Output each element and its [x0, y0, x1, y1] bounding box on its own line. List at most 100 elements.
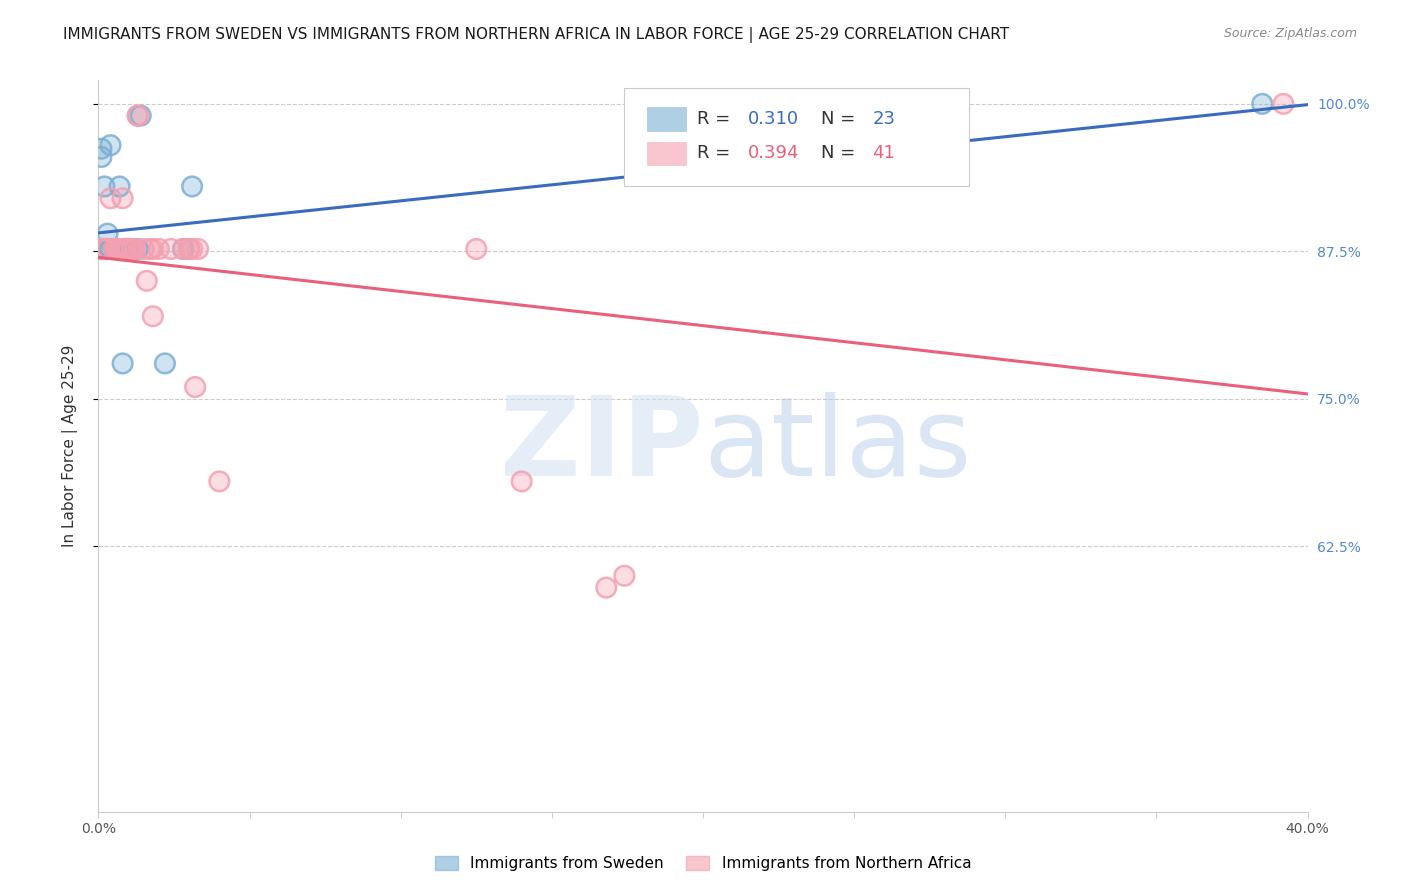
Point — [172, 242, 194, 256]
Point — [127, 242, 149, 256]
Point — [114, 242, 136, 256]
Point — [114, 242, 136, 256]
Point — [103, 242, 125, 256]
Point — [90, 150, 112, 164]
Point — [613, 568, 636, 582]
Point — [90, 242, 112, 256]
Point — [139, 242, 162, 256]
Point — [114, 242, 136, 256]
Point — [108, 242, 131, 256]
Point — [114, 242, 136, 256]
Y-axis label: In Labor Force | Age 25-29: In Labor Force | Age 25-29 — [62, 345, 77, 547]
Point — [613, 568, 636, 582]
Point — [105, 242, 128, 256]
FancyBboxPatch shape — [624, 87, 969, 186]
Point — [90, 242, 112, 256]
Text: 0.394: 0.394 — [748, 145, 799, 162]
Point — [181, 179, 204, 194]
Point — [1251, 96, 1274, 111]
Point — [1272, 96, 1295, 111]
Point — [1251, 96, 1274, 111]
Point — [179, 242, 201, 256]
Point — [93, 179, 115, 194]
Point — [96, 242, 118, 256]
Point — [160, 242, 183, 256]
Point — [179, 242, 201, 256]
Point — [118, 242, 141, 256]
Point — [108, 179, 131, 194]
Point — [465, 242, 488, 256]
Point — [179, 242, 201, 256]
Point — [124, 242, 146, 256]
Point — [93, 179, 115, 194]
Point — [108, 242, 131, 256]
Point — [127, 109, 149, 123]
Point — [142, 310, 165, 324]
Point — [124, 242, 146, 256]
Point — [118, 242, 141, 256]
Point — [111, 356, 134, 370]
Point — [127, 109, 149, 123]
Point — [100, 242, 122, 256]
Point — [90, 242, 112, 256]
Point — [139, 242, 162, 256]
Point — [96, 242, 118, 256]
Point — [96, 227, 118, 241]
Point — [181, 179, 204, 194]
Point — [118, 242, 141, 256]
Point — [90, 150, 112, 164]
Text: R =: R = — [697, 110, 735, 128]
Point — [103, 242, 125, 256]
Point — [105, 242, 128, 256]
Point — [187, 242, 209, 256]
Point — [111, 191, 134, 205]
Point — [93, 242, 115, 256]
Point — [100, 138, 122, 153]
Point — [127, 242, 149, 256]
Point — [153, 356, 176, 370]
Point — [127, 109, 149, 123]
Point — [184, 380, 207, 394]
Point — [90, 242, 112, 256]
Point — [100, 242, 122, 256]
Point — [1272, 96, 1295, 111]
FancyBboxPatch shape — [647, 142, 686, 165]
Point — [595, 581, 617, 595]
Point — [93, 242, 115, 256]
Point — [105, 242, 128, 256]
Point — [114, 242, 136, 256]
Point — [135, 274, 157, 288]
Point — [90, 142, 112, 156]
Point — [90, 242, 112, 256]
Point — [142, 310, 165, 324]
Text: atlas: atlas — [703, 392, 972, 500]
Point — [135, 274, 157, 288]
Text: N =: N = — [821, 145, 862, 162]
Point — [172, 242, 194, 256]
Point — [181, 242, 204, 256]
Point — [103, 242, 125, 256]
Point — [96, 242, 118, 256]
Point — [595, 581, 617, 595]
Point — [96, 242, 118, 256]
Point — [100, 191, 122, 205]
Point — [114, 242, 136, 256]
Point — [96, 242, 118, 256]
Point — [96, 242, 118, 256]
Point — [96, 242, 118, 256]
Point — [208, 475, 231, 489]
FancyBboxPatch shape — [647, 107, 686, 131]
Point — [121, 242, 143, 256]
Point — [111, 191, 134, 205]
Point — [96, 242, 118, 256]
Point — [132, 242, 155, 256]
Text: ZIP: ZIP — [499, 392, 703, 500]
Point — [108, 242, 131, 256]
Legend: Immigrants from Sweden, Immigrants from Northern Africa: Immigrants from Sweden, Immigrants from … — [429, 850, 977, 877]
Point — [103, 242, 125, 256]
Text: IMMIGRANTS FROM SWEDEN VS IMMIGRANTS FROM NORTHERN AFRICA IN LABOR FORCE | AGE 2: IMMIGRANTS FROM SWEDEN VS IMMIGRANTS FRO… — [63, 27, 1010, 43]
Point — [96, 227, 118, 241]
Point — [111, 242, 134, 256]
Point — [93, 242, 115, 256]
Point — [100, 138, 122, 153]
